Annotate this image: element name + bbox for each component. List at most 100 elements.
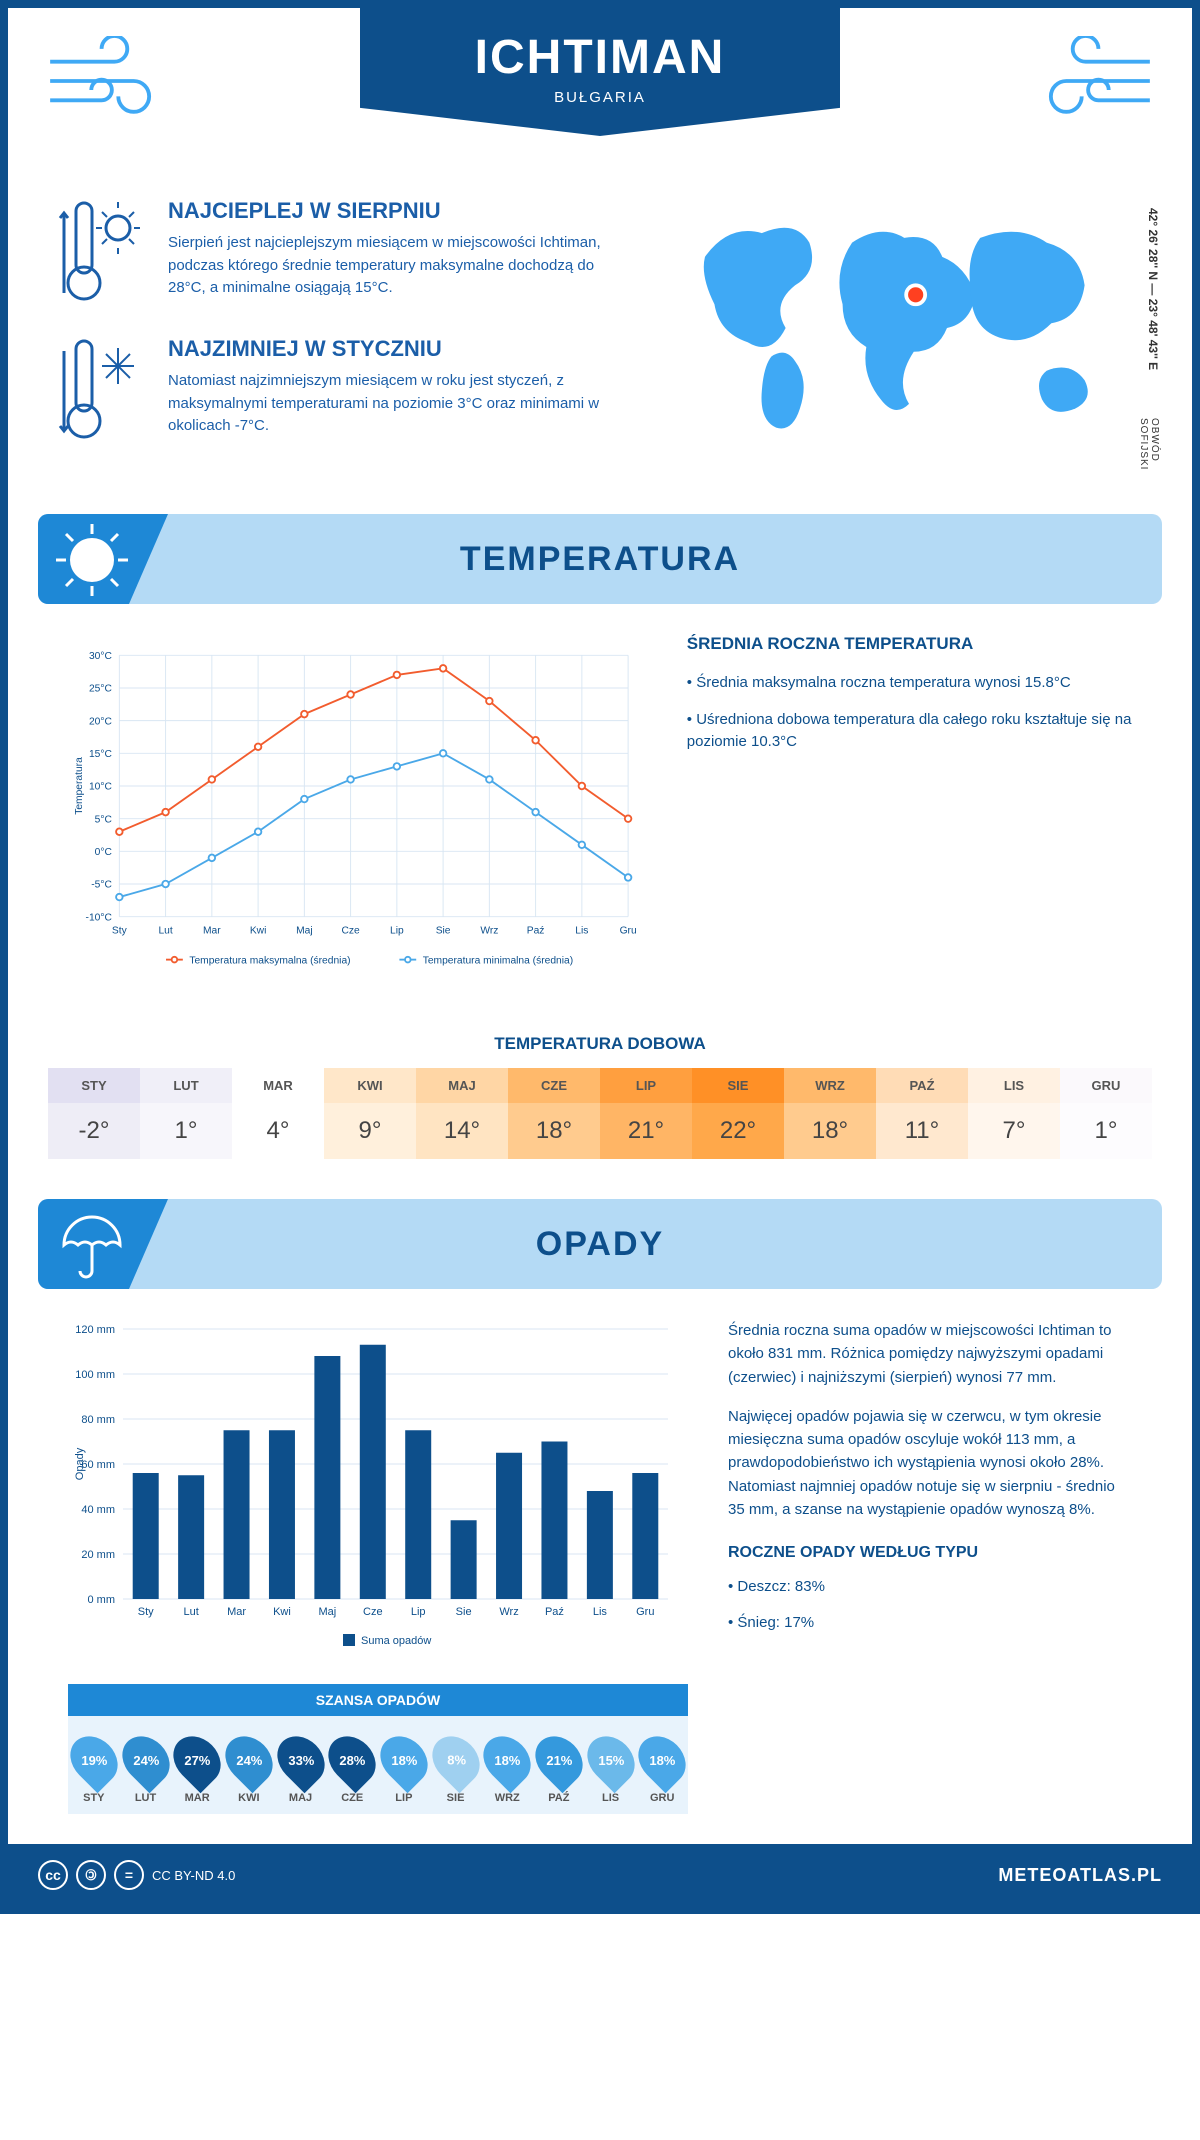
chance-cell: 18% GRU xyxy=(636,1734,688,1804)
svg-text:60 mm: 60 mm xyxy=(81,1459,115,1471)
precip-p2: Najwięcej opadów pojawia się w czerwcu, … xyxy=(728,1405,1132,1521)
header: ICHTIMAN BUŁGARIA xyxy=(8,8,1192,168)
daily-cell: MAJ 14° xyxy=(416,1068,508,1159)
chance-cell: 8% SIE xyxy=(430,1734,482,1804)
svg-text:Maj: Maj xyxy=(319,1606,337,1618)
precipitation-chance-row: 19% STY 24% LUT 27% MAR 24% KWI 33% MAJ … xyxy=(68,1716,688,1814)
svg-text:Suma opadów: Suma opadów xyxy=(361,1635,431,1647)
svg-text:0°C: 0°C xyxy=(95,847,113,858)
chance-cell: 24% LUT xyxy=(120,1734,172,1804)
chance-cell: 19% STY xyxy=(68,1734,120,1804)
world-map xyxy=(667,198,1142,458)
svg-text:Sty: Sty xyxy=(112,925,128,936)
thermometer-cold-icon xyxy=(58,336,148,446)
city-title: ICHTIMAN xyxy=(360,30,840,85)
precipitation-title: OPADY xyxy=(536,1225,664,1264)
wind-icon-right xyxy=(1022,36,1162,126)
chance-cell: 18% LIP xyxy=(378,1734,430,1804)
cc-icon: cc xyxy=(38,1860,68,1890)
svg-text:25°C: 25°C xyxy=(89,684,113,695)
chance-cell: 33% MAJ xyxy=(275,1734,327,1804)
header-ribbon: ICHTIMAN BUŁGARIA xyxy=(360,8,840,136)
svg-text:5°C: 5°C xyxy=(95,814,113,825)
daily-temp-table: STY -2° LUT 1° MAR 4° KWI 9° MAJ 14° CZE… xyxy=(48,1068,1152,1159)
precip-rain: • Deszcz: 83% xyxy=(728,1576,1132,1599)
svg-text:20 mm: 20 mm xyxy=(81,1549,115,1561)
country-subtitle: BUŁGARIA xyxy=(360,89,840,106)
fact-cold-title: NAJZIMNIEJ W STYCZNIU xyxy=(168,336,627,362)
svg-text:15°C: 15°C xyxy=(89,749,113,760)
temp-stat-1: • Średnia maksymalna roczna temperatura … xyxy=(687,672,1132,695)
svg-text:Sie: Sie xyxy=(456,1606,472,1618)
svg-text:Kwi: Kwi xyxy=(273,1606,291,1618)
daily-cell: WRZ 18° xyxy=(784,1068,876,1159)
svg-text:Temperatura minimalna (średnia: Temperatura minimalna (średnia) xyxy=(423,955,573,966)
daily-cell: CZE 18° xyxy=(508,1068,600,1159)
svg-text:Maj: Maj xyxy=(296,925,313,936)
svg-text:Paź: Paź xyxy=(545,1606,564,1618)
umbrella-icon xyxy=(52,1205,132,1285)
temperature-title: TEMPERATURA xyxy=(460,540,740,579)
daily-cell: MAR 4° xyxy=(232,1068,324,1159)
daily-cell: STY -2° xyxy=(48,1068,140,1159)
svg-text:Lip: Lip xyxy=(411,1606,426,1618)
svg-text:Opady: Opady xyxy=(74,1447,86,1480)
chance-cell: 24% KWI xyxy=(223,1734,275,1804)
svg-text:Lut: Lut xyxy=(158,925,172,936)
by-icon: 🄯 xyxy=(76,1860,106,1890)
region-label: OBWÓD SOFIJSKI xyxy=(1138,418,1160,474)
svg-text:Cze: Cze xyxy=(341,925,360,936)
daily-temp-title: TEMPERATURA DOBOWA xyxy=(8,1034,1192,1054)
svg-text:0 mm: 0 mm xyxy=(88,1594,116,1606)
svg-text:Mar: Mar xyxy=(203,925,221,936)
footer-brand: METEOATLAS.PL xyxy=(998,1865,1162,1886)
daily-cell: GRU 1° xyxy=(1060,1068,1152,1159)
daily-cell: KWI 9° xyxy=(324,1068,416,1159)
svg-text:Sty: Sty xyxy=(138,1606,154,1618)
coordinates-label: 42° 26' 28'' N — 23° 48' 43'' E xyxy=(1146,208,1160,370)
fact-warmest: NAJCIEPLEJ W SIERPNIU Sierpień jest najc… xyxy=(58,198,627,308)
svg-text:100 mm: 100 mm xyxy=(75,1369,115,1381)
precipitation-section-header: OPADY xyxy=(38,1199,1162,1289)
svg-text:-10°C: -10°C xyxy=(86,912,113,923)
fact-warm-title: NAJCIEPLEJ W SIERPNIU xyxy=(168,198,627,224)
temp-stats-title: ŚREDNIA ROCZNA TEMPERATURA xyxy=(687,634,1132,654)
daily-cell: LUT 1° xyxy=(140,1068,232,1159)
svg-text:Temperatura: Temperatura xyxy=(74,757,85,815)
chance-cell: 27% MAR xyxy=(171,1734,223,1804)
svg-text:30°C: 30°C xyxy=(89,651,113,662)
chance-cell: 15% LIS xyxy=(585,1734,637,1804)
chance-cell: 28% CZE xyxy=(326,1734,378,1804)
precip-p1: Średnia roczna suma opadów w miejscowośc… xyxy=(728,1319,1132,1389)
svg-text:Lis: Lis xyxy=(593,1606,608,1618)
svg-text:Paź: Paź xyxy=(527,925,545,936)
sun-icon xyxy=(52,520,132,600)
svg-text:-5°C: -5°C xyxy=(91,880,112,891)
fact-cold-text: Natomiast najzimniejszym miesiącem w rok… xyxy=(168,370,627,438)
chance-title: SZANSA OPADÓW xyxy=(68,1684,688,1716)
svg-text:Mar: Mar xyxy=(227,1606,246,1618)
daily-cell: PAŹ 11° xyxy=(876,1068,968,1159)
thermometer-hot-icon xyxy=(58,198,148,308)
svg-text:Gru: Gru xyxy=(620,925,637,936)
nd-icon: = xyxy=(114,1860,144,1890)
temp-stat-3: • Uśredniona dobowa temperatura dla całe… xyxy=(687,709,1132,754)
wind-icon-left xyxy=(38,36,178,126)
svg-text:Wrz: Wrz xyxy=(480,925,498,936)
svg-text:40 mm: 40 mm xyxy=(81,1504,115,1516)
svg-text:Cze: Cze xyxy=(363,1606,383,1618)
fact-coldest: NAJZIMNIEJ W STYCZNIU Natomiast najzimni… xyxy=(58,336,627,446)
svg-text:10°C: 10°C xyxy=(89,782,113,793)
svg-text:20°C: 20°C xyxy=(89,716,113,727)
chance-cell: 18% WRZ xyxy=(481,1734,533,1804)
svg-text:Gru: Gru xyxy=(636,1606,654,1618)
svg-text:Lis: Lis xyxy=(575,925,588,936)
svg-text:Kwi: Kwi xyxy=(250,925,267,936)
svg-text:Lip: Lip xyxy=(390,925,404,936)
svg-text:Temperatura maksymalna (średni: Temperatura maksymalna (średnia) xyxy=(189,955,350,966)
temperature-section-header: TEMPERATURA xyxy=(38,514,1162,604)
svg-text:Sie: Sie xyxy=(436,925,451,936)
precip-types-title: ROCZNE OPADY WEDŁUG TYPU xyxy=(728,1541,1132,1566)
temperature-line-chart: -10°C -5°C 0°C 5°C 10°C 15°C 20°C 25°C 30°C Sty Lu… xyxy=(68,634,647,994)
license-badges: cc 🄯 = CC BY-ND 4.0 xyxy=(38,1860,235,1890)
